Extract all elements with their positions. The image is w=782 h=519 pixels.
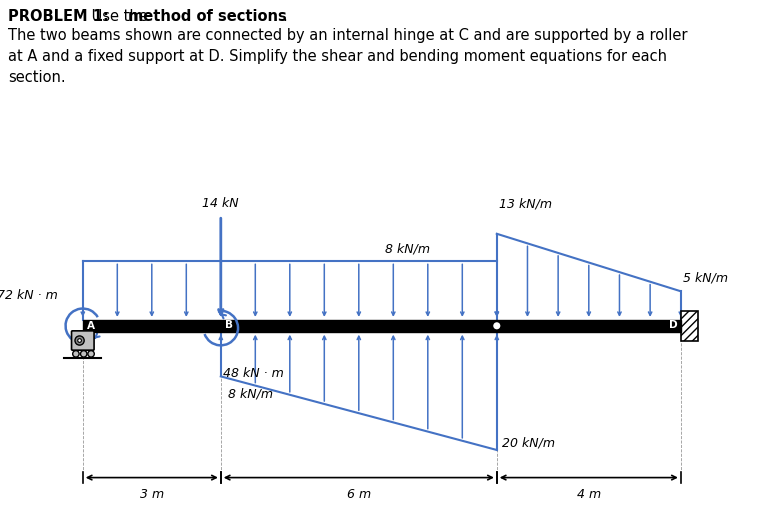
Text: Use the: Use the <box>87 9 152 24</box>
Bar <box>83 320 681 332</box>
Text: 48 kN · m: 48 kN · m <box>223 367 284 380</box>
Text: 8 kN/m: 8 kN/m <box>228 388 273 401</box>
Text: 6 m: 6 m <box>346 488 371 501</box>
Text: 13 kN/m: 13 kN/m <box>499 198 552 211</box>
Text: D: D <box>669 320 677 330</box>
Text: 4 m: 4 m <box>577 488 601 501</box>
Circle shape <box>81 351 87 357</box>
FancyBboxPatch shape <box>71 331 94 350</box>
Text: C: C <box>502 320 510 330</box>
Circle shape <box>73 351 79 357</box>
Text: 14 kN: 14 kN <box>203 197 239 210</box>
Text: 72 kN · m: 72 kN · m <box>0 290 58 303</box>
Circle shape <box>492 321 501 331</box>
Circle shape <box>88 351 95 357</box>
Circle shape <box>77 339 81 343</box>
Text: A: A <box>87 321 95 331</box>
Text: .: . <box>282 9 287 24</box>
Text: 3 m: 3 m <box>140 488 164 501</box>
Text: 20 kN/m: 20 kN/m <box>502 436 555 449</box>
Text: The two beams shown are connected by an internal hinge at C and are supported by: The two beams shown are connected by an … <box>8 28 687 85</box>
Text: PROBLEM 1:: PROBLEM 1: <box>8 9 109 24</box>
Text: B: B <box>225 320 233 330</box>
Text: method of sections: method of sections <box>128 9 287 24</box>
Circle shape <box>75 336 84 345</box>
Bar <box>681 311 698 341</box>
Text: 8 kN/m: 8 kN/m <box>385 243 429 256</box>
Text: 5 kN/m: 5 kN/m <box>683 271 728 284</box>
